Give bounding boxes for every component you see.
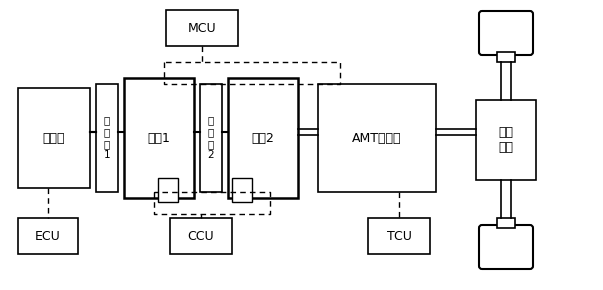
Bar <box>497 52 515 62</box>
Bar <box>96 84 118 192</box>
Text: MCU: MCU <box>188 21 216 35</box>
FancyBboxPatch shape <box>479 225 533 269</box>
Text: 发动机: 发动机 <box>43 131 65 144</box>
Bar <box>18 218 78 254</box>
Text: 离
合
器
1: 离 合 器 1 <box>104 116 110 160</box>
Text: 电机2: 电机2 <box>251 131 274 144</box>
Text: CCU: CCU <box>188 229 214 242</box>
Bar <box>18 88 90 188</box>
Bar <box>166 10 238 46</box>
FancyBboxPatch shape <box>479 11 533 55</box>
Bar <box>232 178 252 202</box>
Bar <box>228 78 298 198</box>
Text: 离
合
器
2: 离 合 器 2 <box>207 116 214 160</box>
Text: AMT变速箱: AMT变速箱 <box>352 131 402 144</box>
Bar <box>124 78 194 198</box>
Bar <box>158 178 178 202</box>
Bar <box>170 218 232 254</box>
Text: 电机1: 电机1 <box>148 131 171 144</box>
Text: ECU: ECU <box>35 229 61 242</box>
Text: 主减
速器: 主减 速器 <box>499 126 514 154</box>
Bar <box>497 218 515 228</box>
Bar <box>318 84 436 192</box>
Text: TCU: TCU <box>387 229 411 242</box>
Bar <box>368 218 430 254</box>
Bar <box>476 100 536 180</box>
Bar <box>200 84 222 192</box>
